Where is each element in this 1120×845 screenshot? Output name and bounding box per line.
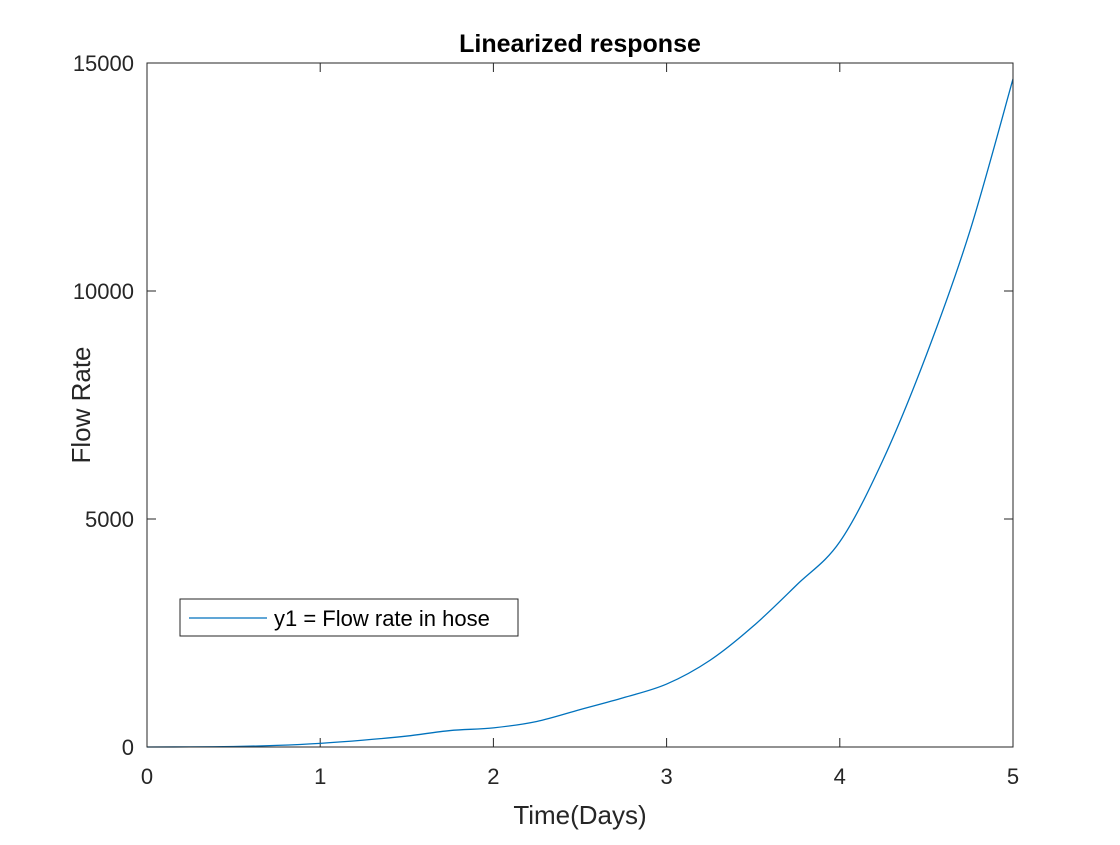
x-tick-label: 2	[487, 764, 499, 789]
x-tick-label: 1	[314, 764, 326, 789]
y-tick-label: 15000	[73, 51, 134, 76]
legend[interactable]: y1 = Flow rate in hose	[179, 598, 519, 637]
x-tick-label: 5	[1007, 764, 1019, 789]
chart-title: Linearized response	[459, 30, 701, 58]
x-tick-label: 0	[141, 764, 153, 789]
x-axis-title: Time(Days)	[513, 800, 646, 830]
series-line	[146, 78, 1014, 748]
axes-box	[146, 62, 1014, 748]
x-tick-label: 4	[834, 764, 846, 789]
y-tick-label: 10000	[73, 279, 134, 304]
y-tick-label: 0	[122, 735, 134, 760]
plot-area-background	[147, 63, 1013, 747]
y-tick-label: 5000	[85, 507, 134, 532]
x-tick-label: 3	[660, 764, 672, 789]
legend-entry-label: y1 = Flow rate in hose	[274, 606, 490, 631]
x-axis-ticks: 0 1 2 3 4 5	[141, 63, 1019, 789]
series-layer	[146, 78, 1014, 748]
y-axis-title: Flow Rate	[66, 346, 96, 463]
